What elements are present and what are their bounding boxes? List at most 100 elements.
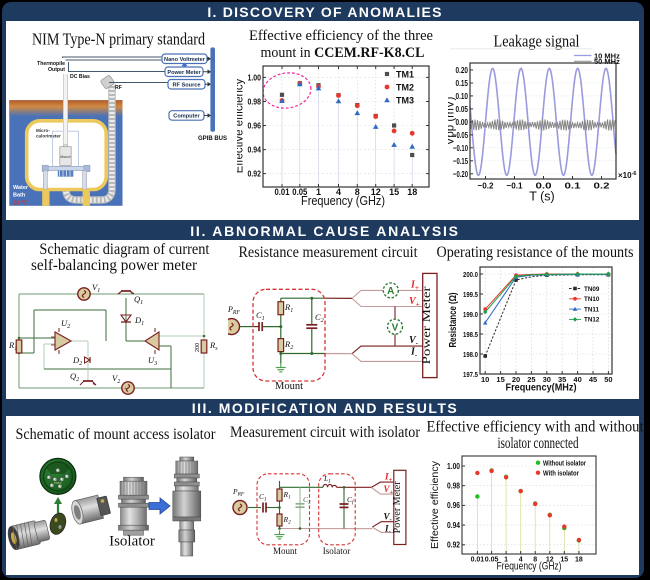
svg-text:Mount: Mount xyxy=(273,546,298,556)
svg-text:DC Bias: DC Bias xyxy=(70,74,90,80)
svg-text:R2: R2 xyxy=(284,339,293,351)
svg-text:I-: I- xyxy=(384,524,391,536)
svg-text:1.00: 1.00 xyxy=(447,462,460,471)
svg-text:Resistance (Ω): Resistance (Ω) xyxy=(448,293,459,348)
svg-text:NIM Type-N primary standard: NIM Type-N primary standard xyxy=(32,30,206,49)
svg-text:RF Source: RF Source xyxy=(173,82,201,88)
svg-text:PRF: PRF xyxy=(228,305,240,316)
svg-text:V2: V2 xyxy=(112,373,120,385)
svg-text:0.98: 0.98 xyxy=(447,482,460,491)
svg-text:V+: V+ xyxy=(384,484,394,496)
svg-text:R1: R1 xyxy=(8,340,17,352)
svg-text:C1: C1 xyxy=(256,310,265,322)
svg-text:18: 18 xyxy=(407,187,417,197)
svg-text:50 MHz: 50 MHz xyxy=(594,57,620,66)
svg-text:15: 15 xyxy=(496,375,504,384)
svg-text:V1: V1 xyxy=(92,282,100,294)
svg-text:PCB-2: PCB-2 xyxy=(54,482,62,485)
svg-text:Micro-: Micro- xyxy=(36,128,50,133)
svg-text:0.96: 0.96 xyxy=(447,501,460,510)
svg-text:Without isolator: Without isolator xyxy=(543,461,586,468)
svg-text:0.10: 0.10 xyxy=(456,91,469,101)
svg-text:Leakage signal: Leakage signal xyxy=(494,32,580,51)
svg-text:V+: V+ xyxy=(409,296,420,308)
svg-text:−0.2: −0.2 xyxy=(478,181,494,191)
svg-text:U3: U3 xyxy=(148,355,157,367)
svg-text:V-: V- xyxy=(384,512,392,524)
svg-text:C2: C2 xyxy=(315,312,324,324)
svg-text:−0.05: −0.05 xyxy=(453,130,468,140)
svg-text:Vpp (mV): Vpp (mV) xyxy=(448,97,457,146)
svg-text:+: + xyxy=(124,387,128,393)
svg-text:25: 25 xyxy=(527,375,535,384)
svg-text:Power Meter: Power Meter xyxy=(392,481,403,534)
svg-text:Q1: Q1 xyxy=(134,294,143,306)
svg-text:8: 8 xyxy=(533,557,537,564)
svg-text:4: 4 xyxy=(519,557,523,564)
svg-text:Isolator: Isolator xyxy=(323,546,351,556)
svg-text:0.20: 0.20 xyxy=(456,65,469,75)
svg-text:0.1: 0.1 xyxy=(565,181,581,191)
svg-text:V: V xyxy=(392,322,399,333)
svg-text:Effective efficiency of the th: Effective efficiency of the three xyxy=(249,28,433,44)
svg-text:TM2: TM2 xyxy=(396,83,414,93)
svg-text:10: 10 xyxy=(481,375,489,384)
svg-text:23 ℃: 23 ℃ xyxy=(13,200,28,207)
svg-text:×10-6: ×10-6 xyxy=(618,171,636,180)
svg-text:Frequency (GHz): Frequency (GHz) xyxy=(497,561,562,573)
svg-text:12: 12 xyxy=(371,187,381,197)
svg-text:Frequency(MHz): Frequency(MHz) xyxy=(506,382,577,394)
svg-text:Power Meter: Power Meter xyxy=(167,70,201,76)
svg-text:15: 15 xyxy=(389,187,399,197)
svg-text:0.92: 0.92 xyxy=(447,541,460,550)
svg-text:10 MHz: 10 MHz xyxy=(594,51,620,60)
svg-text:199.0: 199.0 xyxy=(463,310,478,319)
svg-text:200: 200 xyxy=(195,343,201,352)
svg-text:4: 4 xyxy=(336,187,341,197)
svg-text:Computer: Computer xyxy=(173,114,200,120)
svg-text:30: 30 xyxy=(543,375,551,384)
svg-text:Bath: Bath xyxy=(13,193,26,199)
svg-text:50: 50 xyxy=(604,375,612,384)
svg-text:isolator connected: isolator connected xyxy=(498,435,579,452)
svg-text:Effective efficiency: Effective efficiency xyxy=(237,78,246,173)
svg-text:Output: Output xyxy=(48,67,65,73)
svg-text:U2: U2 xyxy=(61,318,70,330)
svg-text:199.5: 199.5 xyxy=(463,290,478,299)
svg-text:Isolator: Isolator xyxy=(109,534,155,550)
svg-text:40: 40 xyxy=(573,375,581,384)
svg-text:TN12: TN12 xyxy=(584,317,600,324)
svg-text:12: 12 xyxy=(546,557,554,564)
svg-text:R1: R1 xyxy=(284,302,293,314)
svg-text:0.01: 0.01 xyxy=(275,187,290,197)
svg-text:Schematic of mount access isol: Schematic of mount access isolator xyxy=(16,426,217,443)
svg-text:0.98: 0.98 xyxy=(248,97,262,107)
svg-text:D2: D2 xyxy=(72,355,82,367)
svg-text:mount in CCEM.RF-K8.CL: mount in CCEM.RF-K8.CL xyxy=(261,45,425,61)
svg-text:1.00: 1.00 xyxy=(248,72,262,82)
svg-text:GPIB BUS: GPIB BUS xyxy=(198,136,227,142)
svg-text:TM1: TM1 xyxy=(396,70,414,80)
svg-text:0.94: 0.94 xyxy=(248,145,262,155)
svg-text:Effective efficiency with and: Effective efficiency with and without xyxy=(427,419,645,436)
svg-text:35: 35 xyxy=(558,375,566,384)
svg-text:TN10: TN10 xyxy=(584,296,600,303)
svg-text:18: 18 xyxy=(575,557,583,564)
svg-text:TM3: TM3 xyxy=(396,96,414,106)
svg-text:Rs: Rs xyxy=(209,340,218,352)
svg-text:RF: RF xyxy=(115,85,122,91)
svg-text:0.15: 0.15 xyxy=(456,78,469,88)
svg-text:I+: I+ xyxy=(410,280,419,292)
svg-text:15: 15 xyxy=(560,557,568,564)
svg-text:0.2: 0.2 xyxy=(594,181,610,191)
svg-text:I-: I- xyxy=(410,347,418,359)
svg-text:1: 1 xyxy=(504,557,508,564)
svg-text:0.05: 0.05 xyxy=(485,557,499,564)
svg-text:0.94: 0.94 xyxy=(447,521,460,530)
svg-text:Mount: Mount xyxy=(275,381,303,392)
svg-text:Resistance measurement circuit: Resistance measurement circuit xyxy=(239,244,419,261)
svg-text:−0.20: −0.20 xyxy=(453,169,468,179)
svg-text:−0.10: −0.10 xyxy=(453,143,468,153)
svg-text:V-: V- xyxy=(409,335,419,347)
svg-text:Measurement circuit with isola: Measurement circuit with isolator xyxy=(230,424,421,441)
